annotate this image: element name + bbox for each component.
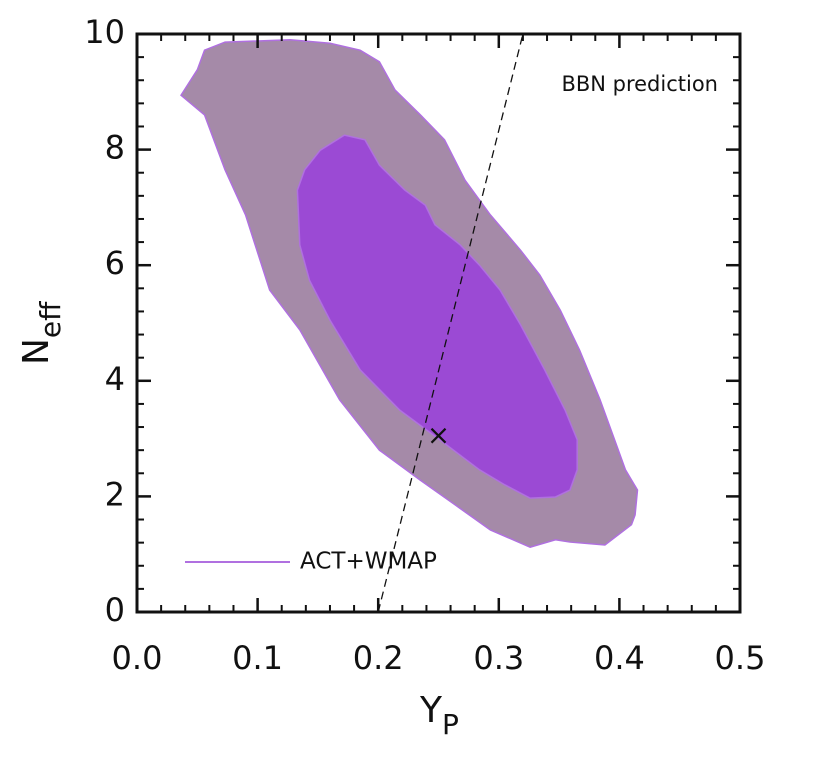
contour	[296, 134, 578, 499]
x-tick-label: 0.2	[353, 639, 404, 677]
y-tick-label: 4	[105, 360, 125, 398]
x-tick-label: 0.0	[112, 639, 163, 677]
y-tick-label: 8	[105, 129, 125, 167]
legend-label: ACT+WMAP	[300, 549, 437, 575]
y-tick-label: 10	[84, 13, 125, 51]
x-tick-label: 0.1	[232, 639, 283, 677]
y-axis-label: Neff	[16, 301, 67, 365]
y-label-main: N	[16, 338, 57, 365]
y-tick-label: 0	[105, 591, 125, 629]
x-tick-label: 0.4	[594, 639, 645, 677]
x-tick-label: 0.3	[473, 639, 524, 677]
prediction-line	[377, 33, 524, 613]
x-axis-label: YP	[419, 690, 459, 741]
x-label-main: Y	[419, 690, 443, 731]
x-label-sub: P	[442, 708, 459, 741]
prediction-label: BBN prediction	[561, 72, 718, 96]
y-tick-label: 6	[105, 244, 125, 282]
marker	[430, 427, 447, 444]
plot-frame	[135, 32, 742, 614]
y-label-sub: eff	[34, 301, 67, 338]
y-tick-label: 2	[105, 475, 125, 513]
x-tick-label: 0.5	[715, 639, 766, 677]
